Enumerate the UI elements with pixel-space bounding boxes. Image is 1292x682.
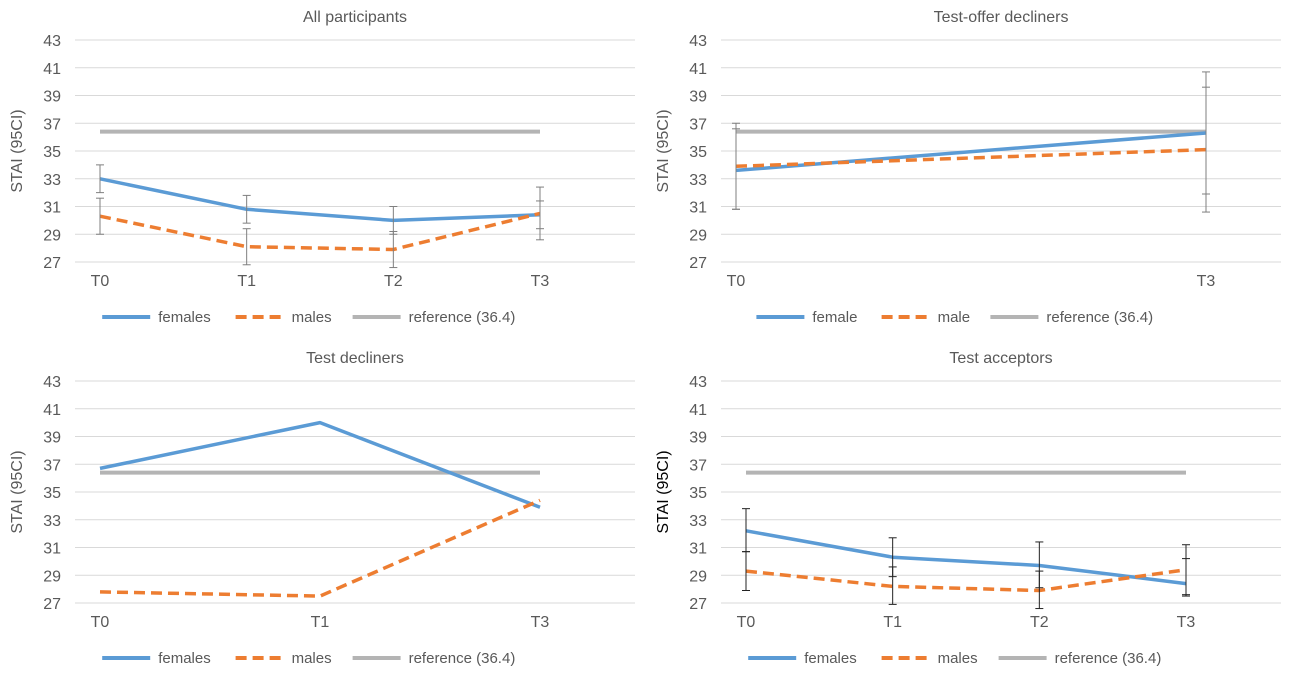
legend-label-males: males <box>292 309 332 326</box>
x-tick-label: T0 <box>91 614 110 631</box>
y-tick-label: 33 <box>689 172 707 189</box>
y-tick-label: 37 <box>689 457 707 474</box>
x-tick-label: T2 <box>384 273 403 290</box>
legend-label-reference-36-4: reference (36.4) <box>1046 309 1153 326</box>
chart-panel-test-decliners: Test decliners 27 29 31 33 35 37 39 41 43 STAI (95… <box>0 341 646 682</box>
y-tick-label: 35 <box>689 144 707 161</box>
y-tick-label: 31 <box>689 200 707 217</box>
x-tick-label: T3 <box>1197 273 1216 290</box>
x-tick-label: T1 <box>883 614 902 631</box>
chart-title: Test decliners <box>306 350 404 367</box>
y-tick-label: 43 <box>43 33 61 50</box>
legend-label-females: females <box>158 309 211 326</box>
legend-label-male: male <box>938 309 971 326</box>
x-tick-label: T0 <box>91 273 110 290</box>
legend-label-female: female <box>812 309 857 326</box>
y-tick-label: 33 <box>43 513 61 530</box>
legend-label-reference-36-4: reference (36.4) <box>409 309 516 326</box>
x-tick-label: T3 <box>1177 614 1196 631</box>
y-axis-label: STAI (95CI) <box>9 450 26 533</box>
y-tick-label: 43 <box>689 33 707 50</box>
y-tick-label: 37 <box>43 116 61 133</box>
legend-label-females: females <box>158 650 211 667</box>
legend-label-reference-36-4: reference (36.4) <box>1055 650 1162 667</box>
x-tick-label: T0 <box>737 614 756 631</box>
y-tick-label: 39 <box>689 430 707 447</box>
y-tick-label: 35 <box>43 144 61 161</box>
legend-label-females: females <box>804 650 857 667</box>
y-tick-label: 43 <box>43 374 61 391</box>
chart-svg: Test decliners 27 29 31 33 35 37 39 41 43 STAI (95… <box>0 341 646 682</box>
y-tick-label: 43 <box>689 374 707 391</box>
y-tick-label: 29 <box>43 227 61 244</box>
chart-svg: Test-offer decliners 27 29 31 33 35 37 39 41 43 ST… <box>646 0 1292 341</box>
chart-svg: All participants 27 29 31 33 35 37 39 41 43 STAI (… <box>0 0 646 341</box>
chart-svg: Test acceptors 27 29 31 33 35 37 39 41 43 STAI (95… <box>646 341 1292 682</box>
y-axis-label: STAI (95CI) <box>9 109 26 192</box>
x-tick-label: T0 <box>727 273 746 290</box>
y-tick-label: 37 <box>43 457 61 474</box>
chart-panel-test-offer-decliners: Test-offer decliners 27 29 31 33 35 37 39 41 43 ST… <box>646 0 1292 341</box>
y-tick-label: 31 <box>43 200 61 217</box>
chart-panel-all-participants: All participants 27 29 31 33 35 37 39 41 43 STAI (… <box>0 0 646 341</box>
chart-title: Test acceptors <box>949 350 1052 367</box>
series-line-females <box>100 179 540 221</box>
y-tick-label: 27 <box>689 596 707 613</box>
y-axis-label: STAI (95CI) <box>655 109 672 192</box>
legend-label-reference-36-4: reference (36.4) <box>409 650 516 667</box>
x-tick-label: T2 <box>1030 614 1049 631</box>
y-tick-label: 27 <box>43 596 61 613</box>
y-tick-label: 35 <box>689 485 707 502</box>
chart-title: Test-offer decliners <box>934 9 1069 26</box>
y-axis-label: STAI (95CI) <box>655 450 672 533</box>
y-tick-label: 41 <box>43 61 61 78</box>
x-tick-label: T3 <box>531 614 550 631</box>
y-tick-label: 41 <box>689 402 707 419</box>
series-line-males <box>746 570 1186 591</box>
legend-label-males: males <box>938 650 978 667</box>
y-tick-label: 27 <box>689 255 707 272</box>
y-tick-label: 31 <box>689 541 707 558</box>
y-tick-label: 41 <box>43 402 61 419</box>
y-tick-label: 29 <box>43 568 61 585</box>
y-tick-label: 39 <box>43 89 61 106</box>
y-tick-label: 39 <box>43 430 61 447</box>
y-tick-label: 33 <box>689 513 707 530</box>
series-line-males <box>100 500 540 596</box>
y-tick-label: 39 <box>689 89 707 106</box>
y-tick-label: 35 <box>43 485 61 502</box>
y-tick-label: 29 <box>689 227 707 244</box>
legend-label-males: males <box>292 650 332 667</box>
x-tick-label: T1 <box>237 273 256 290</box>
chart-panel-test-acceptors: Test acceptors 27 29 31 33 35 37 39 41 43 STAI (95… <box>646 341 1292 682</box>
y-tick-label: 37 <box>689 116 707 133</box>
y-tick-label: 31 <box>43 541 61 558</box>
y-tick-label: 41 <box>689 61 707 78</box>
y-tick-label: 33 <box>43 172 61 189</box>
x-tick-label: T3 <box>531 273 550 290</box>
chart-title: All participants <box>303 9 407 26</box>
x-tick-label: T1 <box>311 614 330 631</box>
y-tick-label: 27 <box>43 255 61 272</box>
series-line-females <box>100 423 540 508</box>
y-tick-label: 29 <box>689 568 707 585</box>
